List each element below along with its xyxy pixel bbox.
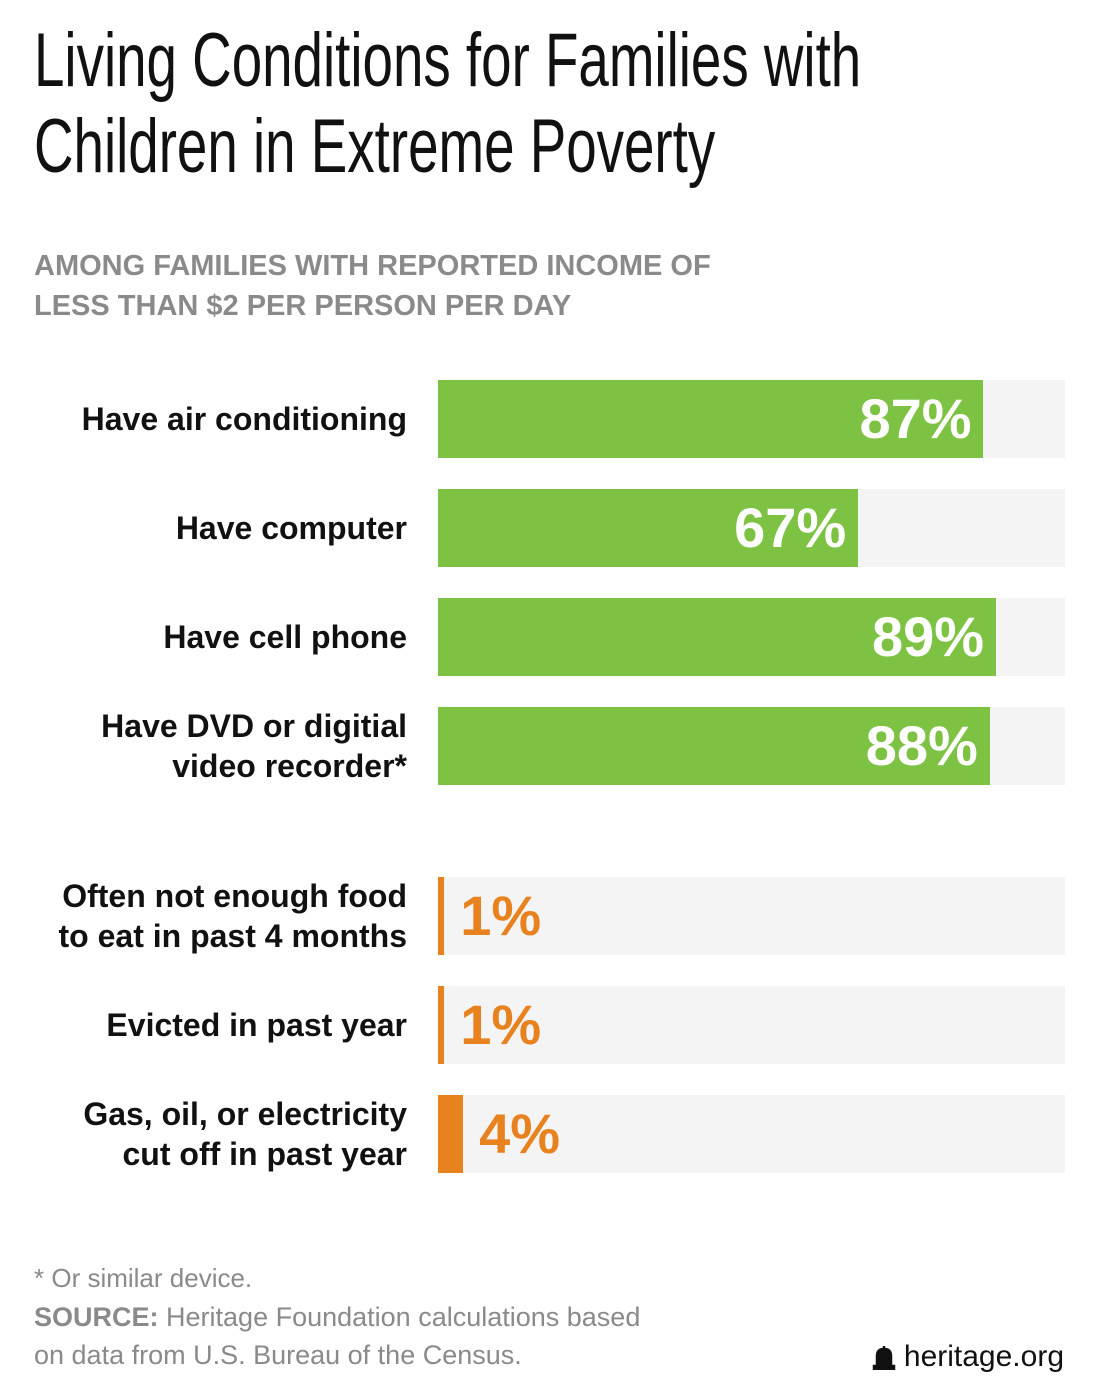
value-label: 87% [859, 387, 972, 450]
footnote: * Or similar device. [34, 1263, 253, 1293]
bar [438, 598, 997, 676]
category-label: Often not enough food to eat in past 4 m… [58, 878, 407, 954]
category-label: Have cell phone [163, 619, 407, 655]
value-label: 88% [865, 714, 978, 777]
bar [438, 986, 445, 1064]
bar-track [438, 1095, 1065, 1173]
source-label: SOURCE: [34, 1302, 159, 1332]
bar-track [438, 877, 1065, 955]
value-label: 89% [872, 605, 985, 668]
source-text: Heritage Foundation calculations based o… [34, 1302, 641, 1370]
source: SOURCE: Heritage Foundation calculations… [34, 1298, 654, 1374]
value-label: 4% [479, 1102, 561, 1165]
category-label: Have DVD or digitial video recorder* [101, 708, 407, 784]
subtitle: AMONG FAMILIES WITH REPORTED INCOME OF L… [34, 250, 711, 322]
bar [438, 1095, 464, 1173]
bar [438, 380, 984, 458]
category-label: Have air conditioning [81, 401, 407, 437]
value-label: 1% [460, 884, 542, 947]
category-label: Gas, oil, or electricity cut off in past… [83, 1096, 407, 1172]
value-label: 67% [734, 496, 847, 559]
category-label: Have computer [175, 510, 407, 546]
bar [438, 877, 445, 955]
bar [438, 707, 990, 785]
title: Living Conditions for Families with Chil… [34, 18, 862, 189]
logo-text: heritage.org [903, 1340, 1064, 1373]
value-label: 1% [460, 993, 542, 1056]
category-label: Evicted in past year [106, 1007, 407, 1043]
logo: heritage.org [872, 1340, 1064, 1374]
bell-icon [872, 1346, 896, 1370]
bar-track [438, 986, 1065, 1064]
bar [438, 489, 859, 567]
